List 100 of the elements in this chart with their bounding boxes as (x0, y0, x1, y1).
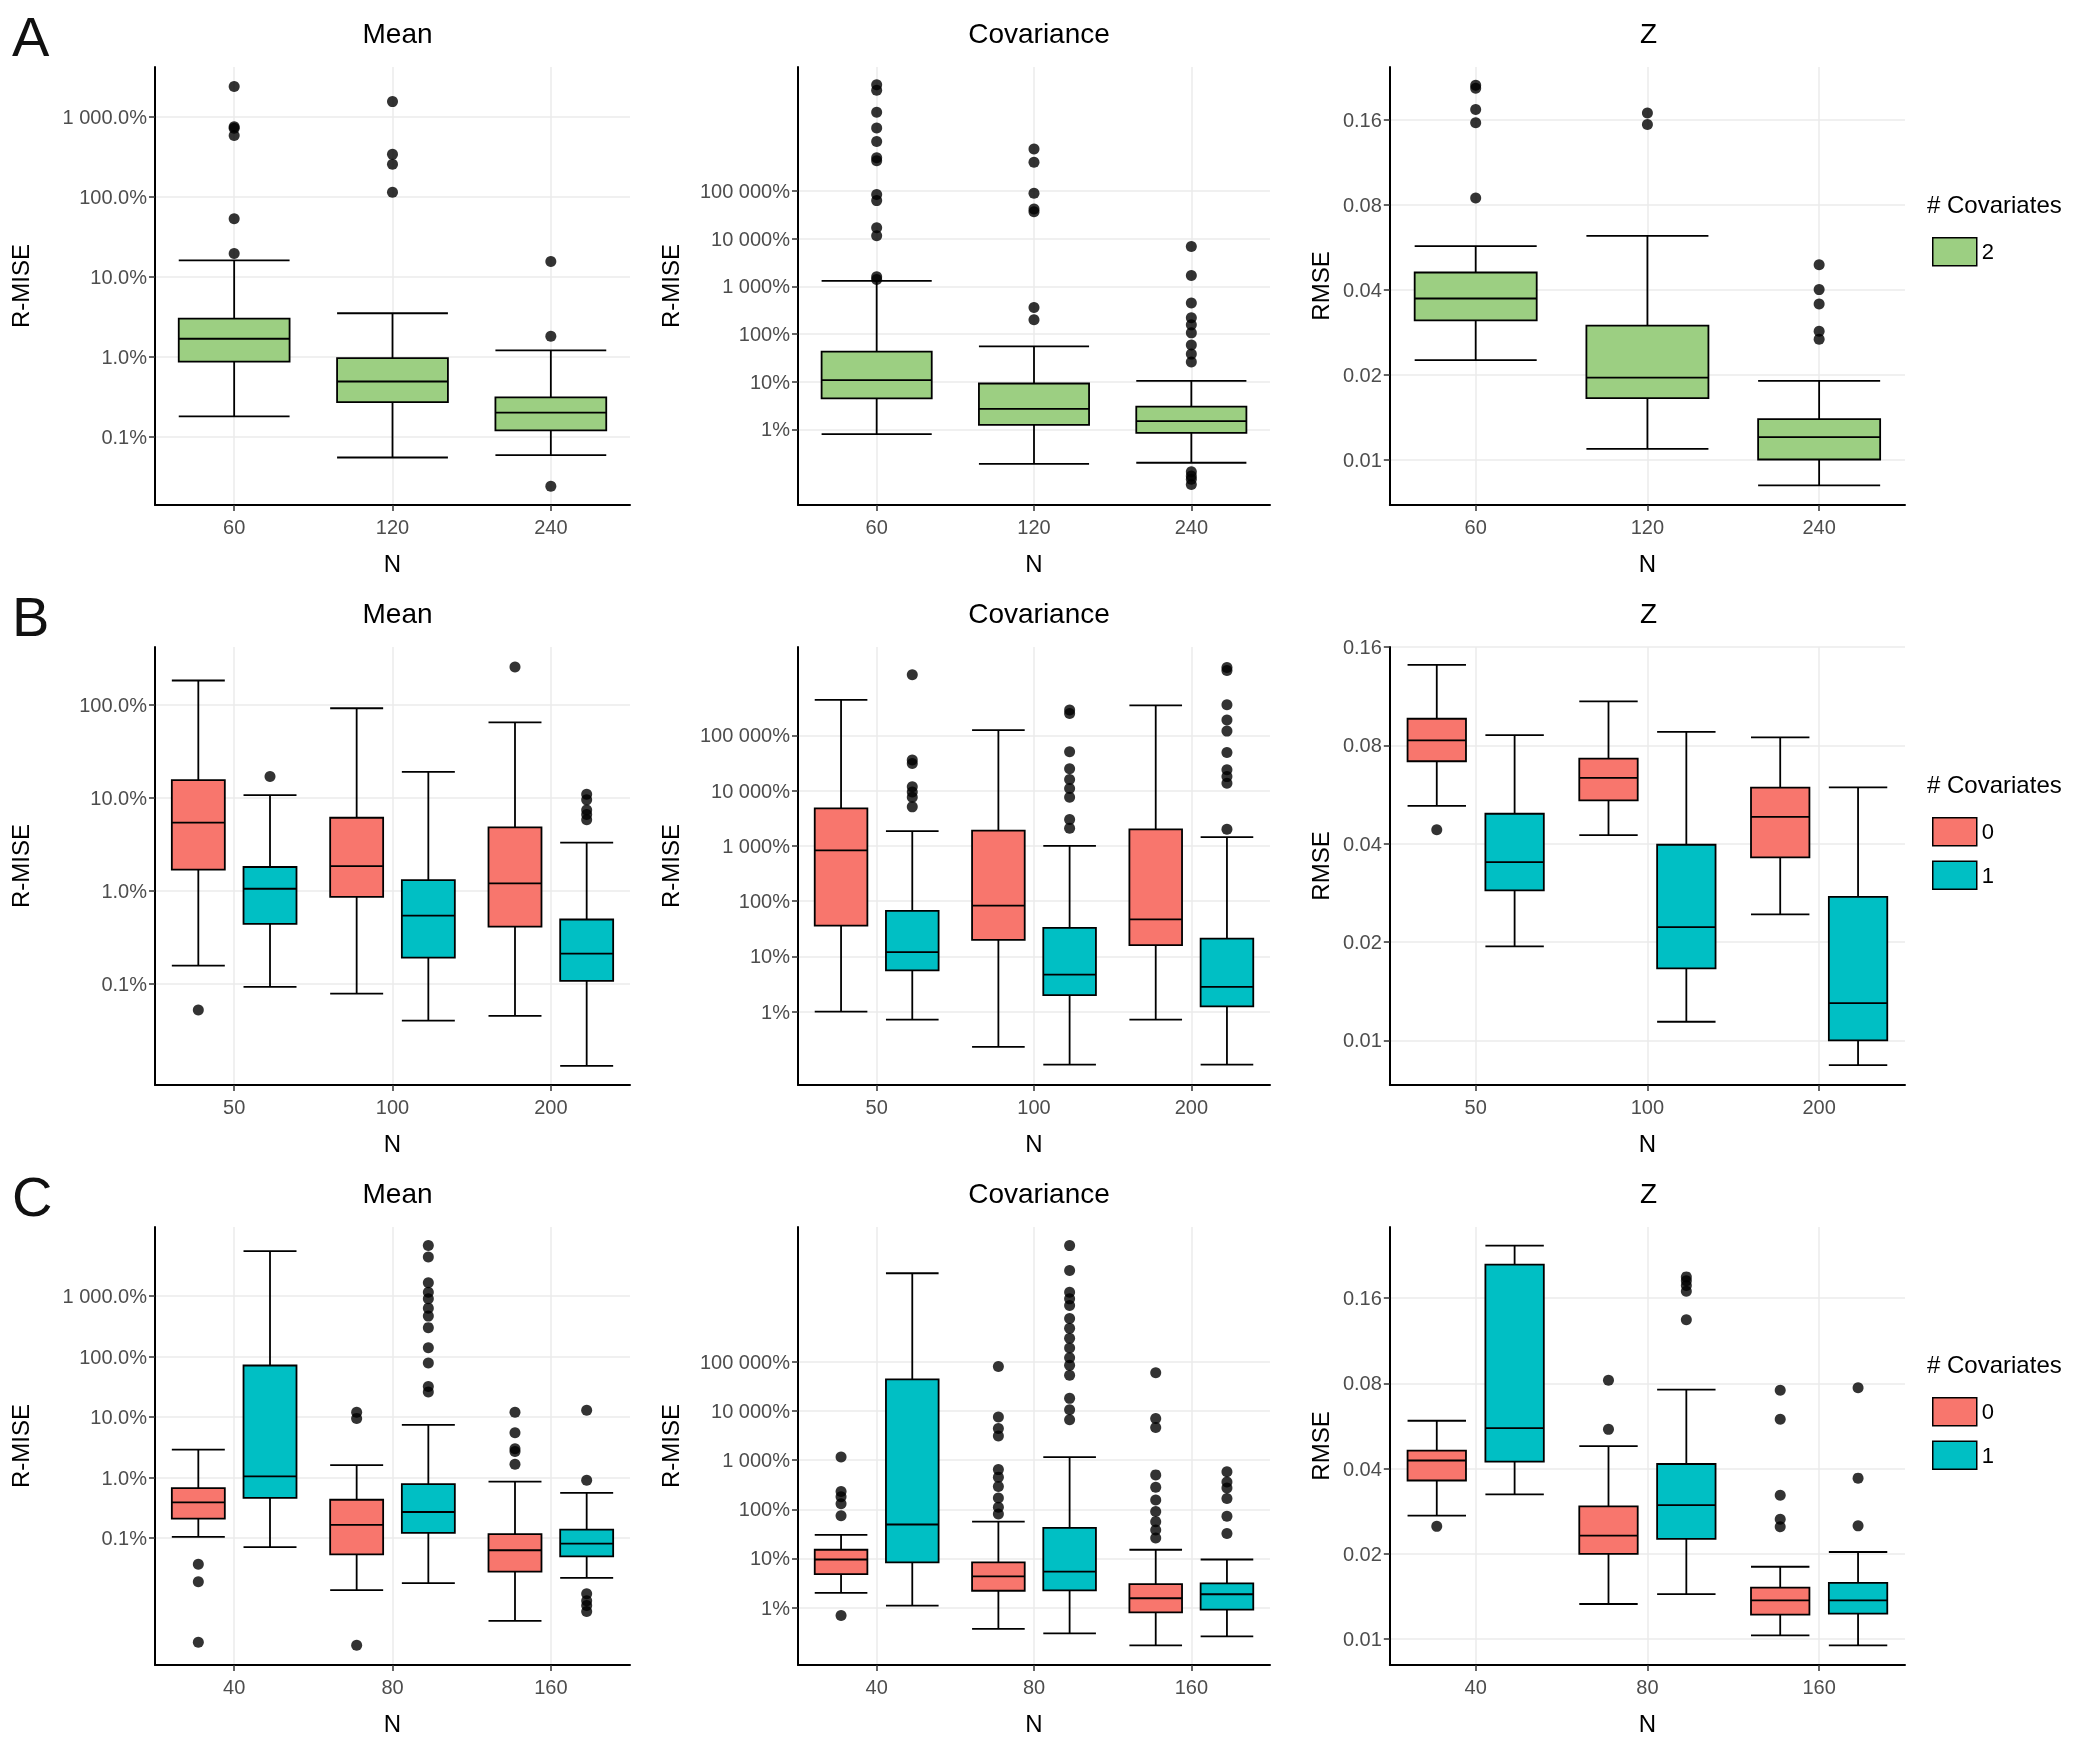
chart-title: Covariance (968, 1177, 1110, 1209)
x-tick-label: 100 (375, 1096, 410, 1118)
x-axis-title: N (1638, 1709, 1657, 1737)
x-axis-title: N (1638, 1129, 1657, 1157)
y-tick-label: 10 000% (711, 1399, 791, 1422)
chart-title: Mean (362, 17, 433, 49)
x-tick-label: 160 (1174, 1676, 1209, 1698)
x-axis-title: N (1638, 549, 1657, 577)
x-tick-label: 240 (1802, 516, 1836, 538)
chart-title: Mean (362, 597, 433, 629)
y-tick-label: 1% (761, 1596, 791, 1619)
chart-title: Z (1639, 597, 1658, 629)
y-tick-label: 0.01 (1342, 448, 1382, 471)
x-tick-label: 40 (1464, 1676, 1487, 1698)
y-tick-label: 10% (749, 945, 791, 968)
y-axis-title: RMSE (1306, 251, 1334, 321)
x-tick-label: 240 (1174, 516, 1209, 538)
x-tick-label: 100 (1017, 1096, 1051, 1118)
y-tick-label: 100.0% (79, 693, 148, 716)
y-tick-label: 0.01 (1342, 1029, 1382, 1052)
x-tick-label: 60 (223, 516, 246, 538)
y-tick-label: 0.02 (1342, 363, 1382, 386)
chart-title: Z (1639, 17, 1658, 49)
x-tick-label: 60 (1464, 516, 1487, 538)
legend-title: # Covariates (1927, 1350, 2062, 1378)
x-tick-label: 240 (534, 516, 568, 538)
x-tick-label: 60 (865, 516, 888, 538)
x-tick-label: 120 (1017, 516, 1051, 538)
y-tick-label: 10.0% (90, 786, 148, 809)
y-axis-title: R-MISE (6, 1404, 34, 1488)
chart-title: Z (1639, 1177, 1658, 1209)
y-tick-label: 0.08 (1342, 1372, 1382, 1395)
y-tick-label: 100 000% (699, 724, 791, 747)
x-tick-label: 80 (1636, 1676, 1659, 1698)
y-axis-title: RMSE (1306, 1411, 1334, 1481)
y-tick-label: 1 000.0% (62, 1284, 148, 1307)
y-tick-label: 0.16 (1342, 636, 1382, 658)
y-tick-label: 0.02 (1342, 1542, 1382, 1565)
y-tick-label: 0.04 (1342, 1457, 1382, 1480)
x-tick-label: 120 (375, 516, 410, 538)
x-tick-label: 50 (1464, 1096, 1487, 1118)
y-tick-label: 0.16 (1342, 108, 1382, 131)
y-tick-label: 100% (738, 323, 791, 346)
x-axis-title: N (1025, 1709, 1043, 1737)
y-tick-label: 10 000% (711, 227, 791, 250)
text: C (12, 1164, 53, 1228)
x-tick-label: 200 (1174, 1096, 1209, 1118)
y-tick-label: 0.1% (101, 972, 148, 995)
y-tick-label: 1% (761, 418, 791, 441)
y-tick-label: 10% (749, 370, 791, 393)
legend-label: 1 (1981, 1442, 1994, 1468)
legend-label: 0 (1981, 819, 1994, 845)
x-axis-title: N (1025, 1129, 1043, 1157)
y-axis-title: RMSE (1306, 831, 1334, 901)
x-tick-label: 100 (1630, 1096, 1665, 1118)
y-tick-label: 100.0% (79, 185, 148, 208)
x-axis-title: N (383, 1129, 402, 1157)
y-tick-label: 100 000% (699, 1350, 791, 1373)
legend-label: 0 (1981, 1399, 1994, 1425)
x-tick-label: 80 (1022, 1676, 1046, 1698)
chart-title: Covariance (968, 17, 1110, 49)
y-axis-title: R-MISE (656, 1404, 684, 1488)
x-tick-label: 200 (1802, 1096, 1836, 1118)
y-tick-label: 0.02 (1342, 931, 1382, 954)
y-tick-label: 0.04 (1342, 278, 1382, 301)
x-tick-label: 50 (223, 1096, 246, 1118)
y-tick-label: 100% (738, 1498, 791, 1521)
legend-title: # Covariates (1927, 770, 2062, 798)
text: A (12, 4, 50, 68)
y-tick-label: 1.0% (101, 879, 148, 902)
x-axis-title: N (383, 549, 402, 577)
x-tick-label: 160 (1802, 1676, 1836, 1698)
y-tick-label: 1.0% (101, 1466, 148, 1489)
chart-title: Covariance (968, 597, 1110, 629)
y-tick-label: 0.1% (101, 1527, 148, 1550)
legend-label: 1 (1981, 862, 1994, 888)
y-tick-label: 1 000% (722, 275, 791, 298)
y-tick-label: 1% (761, 1000, 791, 1023)
y-tick-label: 0.1% (101, 425, 148, 448)
y-axis-title: R-MISE (656, 244, 684, 328)
x-tick-label: 120 (1630, 516, 1665, 538)
y-tick-label: 0.08 (1342, 193, 1382, 216)
y-tick-label: 100% (738, 890, 791, 913)
y-tick-label: 1.0% (101, 345, 148, 368)
x-tick-label: 40 (223, 1676, 246, 1698)
y-axis-title: R-MISE (6, 824, 34, 908)
y-tick-label: 0.16 (1342, 1287, 1382, 1310)
text: B (12, 584, 50, 648)
legend-title: # Covariates (1927, 190, 2062, 218)
x-tick-label: 50 (865, 1096, 888, 1118)
y-tick-label: 10 000% (711, 779, 791, 802)
y-axis-title: R-MISE (656, 824, 684, 908)
x-tick-label: 40 (865, 1676, 888, 1698)
legend-label: 2 (1981, 239, 1994, 265)
y-tick-label: 10.0% (90, 265, 148, 288)
y-tick-label: 100 000% (699, 180, 791, 203)
y-tick-label: 1 000% (722, 834, 791, 857)
y-tick-label: 0.01 (1342, 1628, 1382, 1651)
x-tick-label: 200 (534, 1096, 568, 1118)
x-axis-title: N (383, 1709, 402, 1737)
